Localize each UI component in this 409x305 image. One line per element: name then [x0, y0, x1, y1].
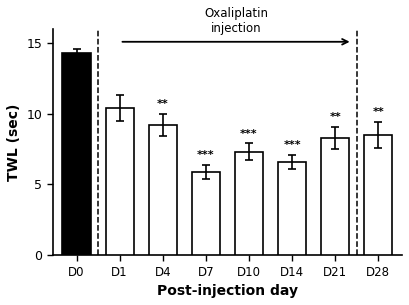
Bar: [149, 125, 177, 255]
Text: ***: ***: [240, 128, 258, 138]
Bar: [235, 152, 263, 255]
Y-axis label: TWL (sec): TWL (sec): [7, 103, 21, 181]
Text: ***: ***: [283, 140, 301, 150]
Bar: [106, 108, 134, 255]
Bar: [63, 53, 90, 255]
Text: **: **: [329, 112, 341, 122]
Text: ***: ***: [197, 150, 215, 160]
Bar: [278, 162, 306, 255]
Bar: [364, 135, 392, 255]
Text: Oxaliplatin
injection: Oxaliplatin injection: [204, 7, 268, 35]
Bar: [321, 138, 349, 255]
Bar: [192, 172, 220, 255]
X-axis label: Post-injection day: Post-injection day: [157, 284, 298, 298]
Text: **: **: [157, 99, 169, 109]
Text: **: **: [373, 107, 384, 117]
